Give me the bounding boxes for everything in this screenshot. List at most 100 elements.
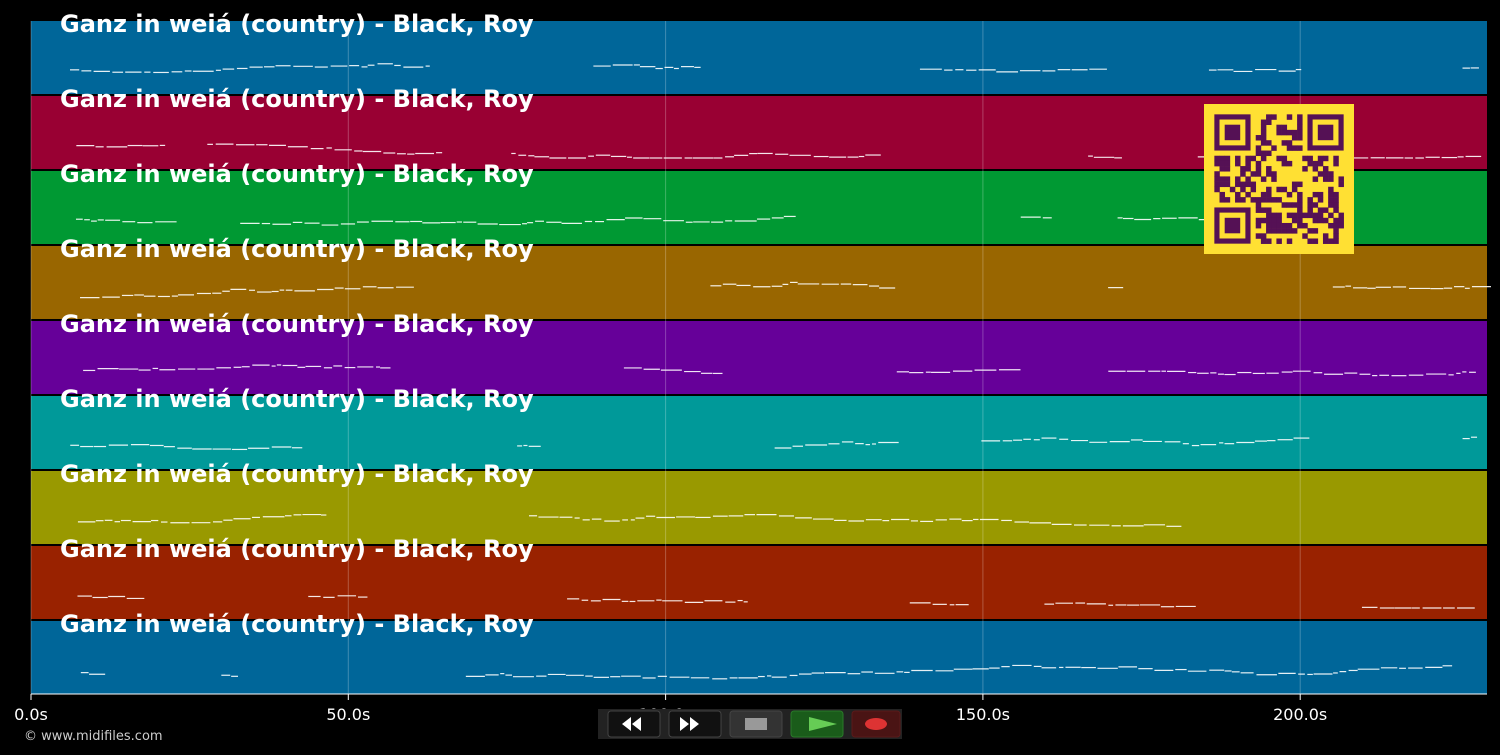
qr-module: [1224, 176, 1231, 182]
qr-module: [1322, 233, 1329, 239]
qr-module: [1317, 171, 1324, 177]
play-button[interactable]: [790, 710, 844, 738]
qr-module: [1240, 171, 1246, 177]
qr-module: [1271, 197, 1277, 203]
qr-module: [1219, 176, 1225, 182]
qr-module: [1286, 202, 1293, 208]
qr-module: [1260, 155, 1267, 162]
qr-module: [1328, 191, 1334, 198]
qr-module: [1255, 166, 1262, 172]
qr-module: [1260, 176, 1267, 182]
qr-module: [1297, 207, 1303, 213]
qr-module: [1281, 140, 1288, 146]
rewind-button[interactable]: [607, 710, 661, 738]
qr-module: [1328, 186, 1334, 193]
qr-module: [1235, 160, 1241, 167]
qr-module: [1271, 212, 1277, 219]
qr-module: [1338, 212, 1344, 219]
qr-module: [1281, 222, 1288, 229]
qr-module: [1260, 207, 1267, 213]
qr-module: [1281, 186, 1288, 193]
qr-module: [1328, 176, 1334, 182]
qr-module: [1322, 171, 1329, 177]
qr-module: [1260, 197, 1267, 203]
qr-module: [1255, 222, 1262, 229]
qr-module: [1322, 166, 1329, 172]
qr-module: [1286, 140, 1293, 146]
qr-module: [1260, 140, 1267, 146]
qr-module: [1317, 197, 1324, 203]
qr-module: [1312, 217, 1319, 224]
qr-module: [1260, 150, 1267, 157]
qr-module: [1266, 207, 1272, 213]
qr-module: [1312, 191, 1319, 198]
qr-module: [1266, 140, 1272, 146]
titles: Ganz in weiá (country) - Black, Roy Ganz …: [60, 10, 534, 638]
qr-module: [1260, 129, 1267, 136]
qr-module: [1245, 181, 1251, 188]
qr-module: [1255, 145, 1262, 151]
qr-module: [1271, 217, 1277, 224]
qr-module: [1322, 238, 1329, 244]
copyright: © www.midifiles.com: [24, 729, 163, 744]
qr-module: [1291, 217, 1298, 224]
qr-module: [1235, 181, 1241, 188]
qr-module: [1317, 160, 1324, 167]
qr-module: [1219, 191, 1225, 198]
qr-module: [1281, 155, 1288, 162]
qr-module: [1286, 160, 1293, 167]
qr-module: [1266, 217, 1272, 224]
track-title: Ganz in weiá (country) - Black, Roy: [60, 160, 534, 188]
track-title: Ganz in weiá (country) - Black, Roy: [60, 310, 534, 338]
qr-module: [1260, 191, 1267, 198]
qr-module: [1281, 228, 1288, 234]
qr-module: [1291, 202, 1298, 208]
qr-module: [1276, 186, 1282, 193]
qr-module: [1322, 217, 1329, 224]
qr-module: [1235, 176, 1241, 182]
qr-module: [1302, 212, 1308, 219]
forward-button[interactable]: [668, 710, 722, 738]
qr-module: [1307, 197, 1313, 203]
qr-finder: [1224, 217, 1241, 234]
record-button[interactable]: [851, 710, 901, 738]
qr-module: [1307, 207, 1313, 213]
qr-module: [1333, 155, 1339, 162]
qr-module: [1297, 124, 1303, 131]
qr-module: [1276, 197, 1282, 203]
qr-module: [1245, 160, 1251, 167]
qr-module: [1266, 114, 1272, 120]
qr-module: [1276, 155, 1282, 162]
qr-module: [1250, 155, 1257, 162]
qr-module: [1214, 176, 1220, 182]
qr-module: [1260, 233, 1267, 239]
qr-module: [1245, 176, 1251, 182]
qr-module: [1333, 160, 1339, 167]
qr-module: [1322, 176, 1329, 182]
stop-button[interactable]: [729, 710, 783, 738]
qr-module: [1333, 207, 1339, 213]
qr-module: [1250, 181, 1257, 188]
qr-module: [1297, 222, 1303, 229]
qr-module: [1214, 160, 1220, 167]
qr-module: [1260, 119, 1267, 125]
qr-module: [1219, 181, 1225, 188]
qr-module: [1255, 233, 1262, 239]
track-band: [31, 21, 1487, 94]
qr-module: [1281, 160, 1288, 167]
track-title: Ganz in weiá (country) - Black, Roy: [60, 235, 534, 263]
qr-module: [1297, 145, 1303, 151]
qr-module: [1250, 171, 1257, 177]
track-title: Ganz in weiá (country) - Black, Roy: [60, 460, 534, 488]
qr-module: [1219, 155, 1225, 162]
qr-module: [1271, 222, 1277, 229]
qr-module: [1286, 114, 1293, 120]
qr-module: [1245, 155, 1251, 162]
qr-module: [1271, 171, 1277, 177]
qr-module: [1328, 222, 1334, 229]
qr-module: [1219, 197, 1225, 203]
qr-module: [1302, 222, 1308, 229]
qr-module: [1317, 207, 1324, 213]
qr-module: [1271, 228, 1277, 234]
qr-module: [1302, 233, 1308, 239]
